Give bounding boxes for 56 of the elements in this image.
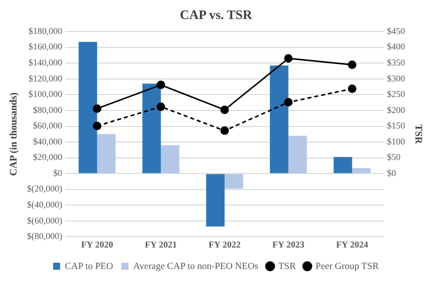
point: [92, 104, 102, 113]
y-tick-label: $20,000: [32, 152, 63, 162]
y-tick-label: $40,000: [32, 136, 63, 146]
legend-label: Average CAP to non-PEO NEOs: [133, 262, 259, 272]
point: [220, 126, 229, 135]
y2-tick-label: $50: [387, 152, 401, 162]
bar: [288, 136, 307, 174]
bar: [142, 84, 161, 174]
point: [220, 106, 229, 114]
point: [284, 54, 293, 63]
bar: [270, 66, 288, 174]
x-tick-label: FY 2020: [81, 239, 114, 250]
point: [156, 80, 166, 90]
y-tick-label: $0: [53, 168, 63, 178]
legend-label: CAP to PEO: [64, 262, 114, 272]
point: [348, 60, 356, 69]
y2-tick-label: $200: [387, 104, 406, 115]
bar: [224, 174, 244, 189]
y-axis-title: CAP (in thousands): [8, 92, 20, 176]
bar: [206, 174, 225, 226]
point: [156, 102, 166, 111]
y-tick-label: $160,000: [28, 42, 63, 52]
y2-axis-title: TSR: [412, 124, 424, 145]
y2-tick-label: $0: [387, 168, 396, 178]
x-tick-label: FY 2023: [272, 239, 305, 250]
bar: [334, 157, 352, 174]
bar: [97, 134, 116, 174]
y2-tick-label: $400: [387, 42, 406, 52]
y2-tick-label: $250: [387, 89, 406, 100]
y-tick-label: $60,000: [32, 120, 63, 131]
y2-tick-label: $350: [387, 58, 406, 68]
x-tick-label: FY 2021: [144, 239, 178, 250]
legend-label: Peer Group TSR: [316, 262, 380, 272]
chart-title: CAP vs. TSR: [180, 7, 253, 22]
y-tick-label: $(20,000): [26, 184, 62, 194]
y2-tick-label: $300: [387, 73, 406, 84]
bar: [352, 168, 371, 174]
y-tick-label: $80,000: [32, 104, 63, 115]
y-tick-label: $140,000: [28, 58, 63, 68]
y2-tick-label: $450: [387, 26, 406, 36]
y-tick-label: $100,000: [28, 89, 63, 100]
point: [284, 98, 293, 107]
y-tick-label: $120,000: [28, 73, 63, 84]
y-tick-label: $180,000: [28, 26, 63, 36]
legend-label: TSR: [278, 262, 296, 272]
y-tick-label: $(80,000): [26, 231, 62, 242]
y-tick-label: $(40,000): [26, 200, 62, 210]
point: [92, 122, 102, 130]
y2-tick-label: $100: [387, 136, 406, 146]
x-tick-label: FY 2024: [336, 239, 369, 250]
y-tick-label: $(60,000): [26, 215, 62, 226]
x-tick-label: FY 2022: [208, 239, 242, 250]
y2-tick-label: $150: [387, 120, 406, 131]
bar: [78, 42, 98, 174]
point: [348, 84, 356, 93]
bar: [160, 145, 180, 174]
